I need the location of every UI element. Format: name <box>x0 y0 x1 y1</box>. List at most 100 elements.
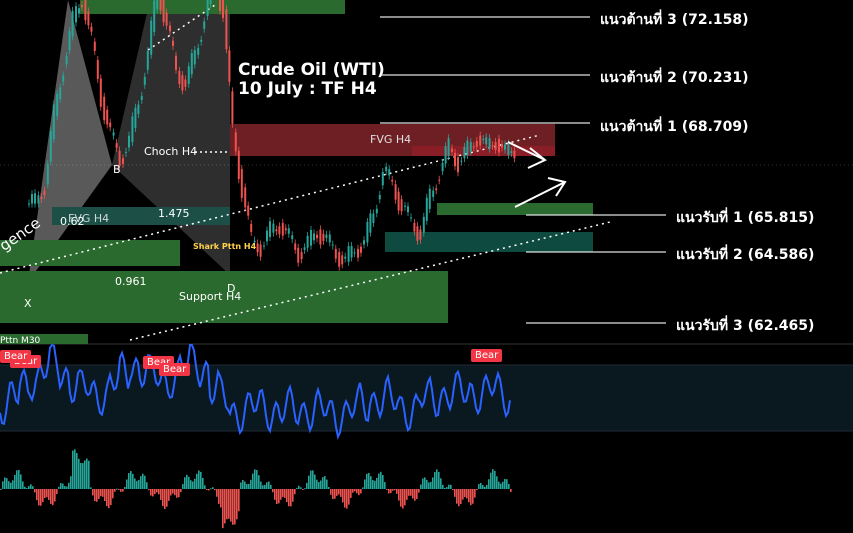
candle <box>237 150 240 180</box>
histogram-bar <box>154 489 156 495</box>
candle <box>253 240 256 243</box>
histogram-bar <box>390 489 392 494</box>
histogram-bar <box>360 489 362 494</box>
histogram-bar <box>90 487 92 489</box>
candle <box>485 137 488 145</box>
histogram-bar <box>476 489 478 490</box>
histogram-bar <box>140 476 142 489</box>
histogram-bar <box>304 488 306 490</box>
histogram-bar <box>348 489 350 505</box>
candle <box>131 116 134 143</box>
histogram-bar <box>474 489 476 498</box>
histogram-bar <box>66 486 68 489</box>
histogram-bar <box>34 489 36 493</box>
candle <box>169 25 171 32</box>
candle <box>266 230 268 242</box>
histogram-bar <box>68 482 70 489</box>
histogram-bar <box>382 475 384 489</box>
candle <box>372 213 375 223</box>
histogram-bar <box>166 489 168 507</box>
candle <box>507 143 510 156</box>
pattern-line-bc <box>147 4 216 51</box>
candle <box>510 151 513 153</box>
histogram-bar <box>170 489 172 496</box>
histogram-bar <box>502 481 504 489</box>
histogram-bar <box>458 489 460 507</box>
histogram-bar <box>444 487 446 489</box>
histogram-bar <box>10 482 12 489</box>
histogram-bar <box>62 483 64 489</box>
candle <box>256 243 259 253</box>
histogram-bar <box>286 489 288 503</box>
histogram-bar <box>114 489 116 492</box>
zone-fvg-s2 <box>385 232 593 252</box>
candle <box>228 50 231 82</box>
histogram-bar <box>340 489 342 497</box>
candle <box>153 0 156 33</box>
histogram-bar <box>112 489 114 499</box>
candle <box>407 206 409 213</box>
candle <box>425 197 428 221</box>
candle <box>397 191 400 211</box>
candle <box>40 197 43 200</box>
histogram-bar <box>296 487 298 489</box>
histogram-bar <box>226 489 228 520</box>
candle <box>162 0 165 23</box>
histogram-bar <box>312 470 314 489</box>
candle <box>284 228 287 231</box>
histogram-bar <box>186 474 188 489</box>
histogram-bar <box>146 482 148 489</box>
histogram-bar <box>214 489 216 491</box>
zone-fvg-left <box>52 207 230 225</box>
candle <box>231 91 234 124</box>
candle <box>56 93 59 117</box>
annotation-pattern-m30: Pttn M30 <box>0 336 41 346</box>
histogram-bar <box>326 479 328 489</box>
candle <box>469 142 472 152</box>
histogram-bar <box>506 479 508 489</box>
histogram-bar <box>224 489 226 524</box>
histogram-bar <box>46 489 48 498</box>
histogram-bar <box>222 489 224 529</box>
candle <box>438 179 441 181</box>
candle <box>297 247 300 263</box>
histogram-bar <box>8 481 10 489</box>
candle <box>52 104 55 139</box>
histogram-bar <box>420 484 422 489</box>
histogram-bar <box>262 485 264 489</box>
histogram-bar <box>270 484 272 489</box>
oscillator-line <box>0 343 511 440</box>
histogram-bar <box>302 489 304 490</box>
histogram-bar <box>490 472 492 489</box>
candle <box>156 0 159 10</box>
histogram-bar <box>202 477 204 489</box>
histogram-bar <box>350 489 352 498</box>
annotation-shark-pattern: Shark Pttn H4 <box>193 242 257 251</box>
histogram-bar <box>168 489 170 501</box>
histogram-bar <box>452 489 454 490</box>
candle <box>71 10 74 37</box>
candle <box>175 55 177 70</box>
histogram-bar <box>206 489 208 491</box>
chart-title: Crude Oil (WTI) <box>238 60 385 80</box>
histogram-bar <box>480 482 482 489</box>
level-label-s1: แนวรับที่ 1 (65.815) <box>676 210 815 226</box>
histogram-bar <box>440 478 442 489</box>
candle <box>172 40 174 46</box>
candle <box>378 195 381 200</box>
histogram-bar <box>316 479 318 489</box>
candle <box>441 162 444 172</box>
pane-separator <box>0 343 853 345</box>
histogram-bar <box>470 489 472 506</box>
histogram-bar <box>488 479 490 489</box>
histogram-bar <box>100 489 102 497</box>
histogram-bar <box>30 484 32 489</box>
histogram-bar <box>190 480 192 489</box>
histogram-bar <box>354 489 356 492</box>
histogram-bar <box>380 471 382 489</box>
histogram-bar <box>212 487 214 489</box>
histogram-bar <box>486 484 488 489</box>
candle <box>482 139 485 141</box>
histogram-bar <box>44 489 46 499</box>
